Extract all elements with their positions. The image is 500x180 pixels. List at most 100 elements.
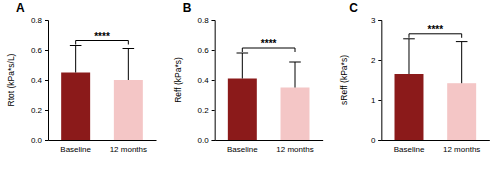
panel-title: B xyxy=(183,1,192,15)
bar xyxy=(228,79,257,141)
tick: 12 months xyxy=(110,140,147,154)
tick-label: 12 months xyxy=(110,145,147,154)
tick: 2 xyxy=(371,56,381,65)
plot-area xyxy=(395,39,477,140)
significance-label: **** xyxy=(94,31,110,42)
tick: 1 xyxy=(371,96,381,105)
y-axis: 0.0 0.2 0.4 0.6 0.8 xyxy=(198,16,216,145)
tick: 0.4 xyxy=(198,76,215,85)
tick-label: 0 xyxy=(371,136,376,145)
bar xyxy=(395,74,424,140)
tick-label: 0.8 xyxy=(31,16,43,25)
error-bar xyxy=(408,39,409,74)
tick: 3 xyxy=(371,16,381,25)
plot-area xyxy=(228,53,310,140)
bar xyxy=(281,88,310,141)
tick-label: 0.4 xyxy=(198,76,210,85)
tick: 0.4 xyxy=(31,76,48,85)
axis-line xyxy=(382,140,490,141)
panel-title: A xyxy=(16,1,25,15)
bar xyxy=(114,80,143,140)
tick: Baseline xyxy=(60,140,91,154)
tick-label: Baseline xyxy=(60,145,91,154)
tick: 0 xyxy=(371,136,381,145)
x-axis: Baseline 12 months xyxy=(382,140,490,154)
tick-label: 0.0 xyxy=(31,136,43,145)
tick-label: 0.2 xyxy=(198,106,210,115)
tick-mark xyxy=(378,60,381,61)
tick-mark xyxy=(212,50,215,51)
axis-line xyxy=(215,140,323,141)
tick-label: 3 xyxy=(371,16,376,25)
tick-mark xyxy=(45,50,48,51)
plot-area xyxy=(61,46,143,141)
tick-label: 0.4 xyxy=(31,76,43,85)
tick-label: 12 months xyxy=(443,145,480,154)
y-axis: 0 1 2 3 xyxy=(371,16,382,145)
tick: 0.0 xyxy=(31,136,48,145)
figure: 0.0 0.2 0.4 0.6 0.8 Baseline 12 months Rtot (kP… xyxy=(0,0,500,180)
tick-mark xyxy=(45,140,48,141)
y-axis: 0.0 0.2 0.4 0.6 0.8 xyxy=(31,16,49,145)
tick-mark xyxy=(378,20,381,21)
tick: 0.8 xyxy=(31,16,48,25)
bar xyxy=(61,73,90,141)
axis-title: Reff (kPa*s) xyxy=(173,57,183,103)
tick-label: 0.0 xyxy=(198,136,210,145)
error-cap xyxy=(70,45,82,46)
tick-label: 0.8 xyxy=(198,16,210,25)
tick-label: Baseline xyxy=(394,145,425,154)
axis-title: Rtot (kPa*s/L) xyxy=(6,53,16,106)
error-bar xyxy=(461,42,462,84)
error-cap xyxy=(237,53,249,54)
error-bar xyxy=(242,53,243,79)
tick-mark xyxy=(212,140,215,141)
error-bar xyxy=(128,49,129,81)
error-bar xyxy=(295,62,296,88)
tick: Baseline xyxy=(227,140,258,154)
error-cap xyxy=(123,48,135,49)
tick-label: 2 xyxy=(371,56,376,65)
error-bar xyxy=(75,46,76,73)
tick: 12 months xyxy=(276,140,313,154)
tick: 0.0 xyxy=(198,136,215,145)
tick-mark xyxy=(45,80,48,81)
tick: Baseline xyxy=(394,140,425,154)
tick: 0.6 xyxy=(198,46,215,55)
tick-mark xyxy=(378,140,381,141)
tick-label: 0.2 xyxy=(31,106,43,115)
tick-label: 0.6 xyxy=(198,46,210,55)
panel-title: C xyxy=(349,1,358,15)
tick-mark xyxy=(378,100,381,101)
tick-mark xyxy=(212,80,215,81)
tick-mark xyxy=(212,110,215,111)
panel: 0.0 0.2 0.4 0.6 0.8 Baseline 12 months Rtot (kP… xyxy=(6,1,157,154)
axis-line xyxy=(45,21,49,141)
tick-mark xyxy=(45,20,48,21)
tick-label: 12 months xyxy=(276,145,313,154)
tick: 0.2 xyxy=(198,106,215,115)
error-cap xyxy=(289,62,301,63)
tick: 0.8 xyxy=(198,16,215,25)
bar xyxy=(447,83,476,140)
x-axis: Baseline 12 months xyxy=(49,140,157,154)
tick-mark xyxy=(45,110,48,111)
axis-line xyxy=(212,21,216,141)
tick: 0.2 xyxy=(31,106,48,115)
panel: 0 1 2 3 Baseline 12 months sReff (kPa*s) C **** xyxy=(339,1,490,154)
x-axis: Baseline 12 months xyxy=(215,140,323,154)
tick: 12 months xyxy=(443,140,480,154)
tick-mark xyxy=(212,20,215,21)
tick-label: 1 xyxy=(371,96,376,105)
axis-line xyxy=(49,140,157,141)
axis-line xyxy=(378,21,382,141)
tick: 0.6 xyxy=(31,46,48,55)
axis-title: sReff (kPa*s) xyxy=(339,55,349,105)
error-cap xyxy=(403,38,415,39)
error-cap xyxy=(456,41,468,42)
significance-label: **** xyxy=(428,24,444,35)
tick-label: 0.6 xyxy=(31,46,43,55)
tick-label: Baseline xyxy=(227,145,258,154)
significance-label: **** xyxy=(261,38,277,49)
panel: 0.0 0.2 0.4 0.6 0.8 Baseline 12 months Reff (kP… xyxy=(173,1,324,154)
